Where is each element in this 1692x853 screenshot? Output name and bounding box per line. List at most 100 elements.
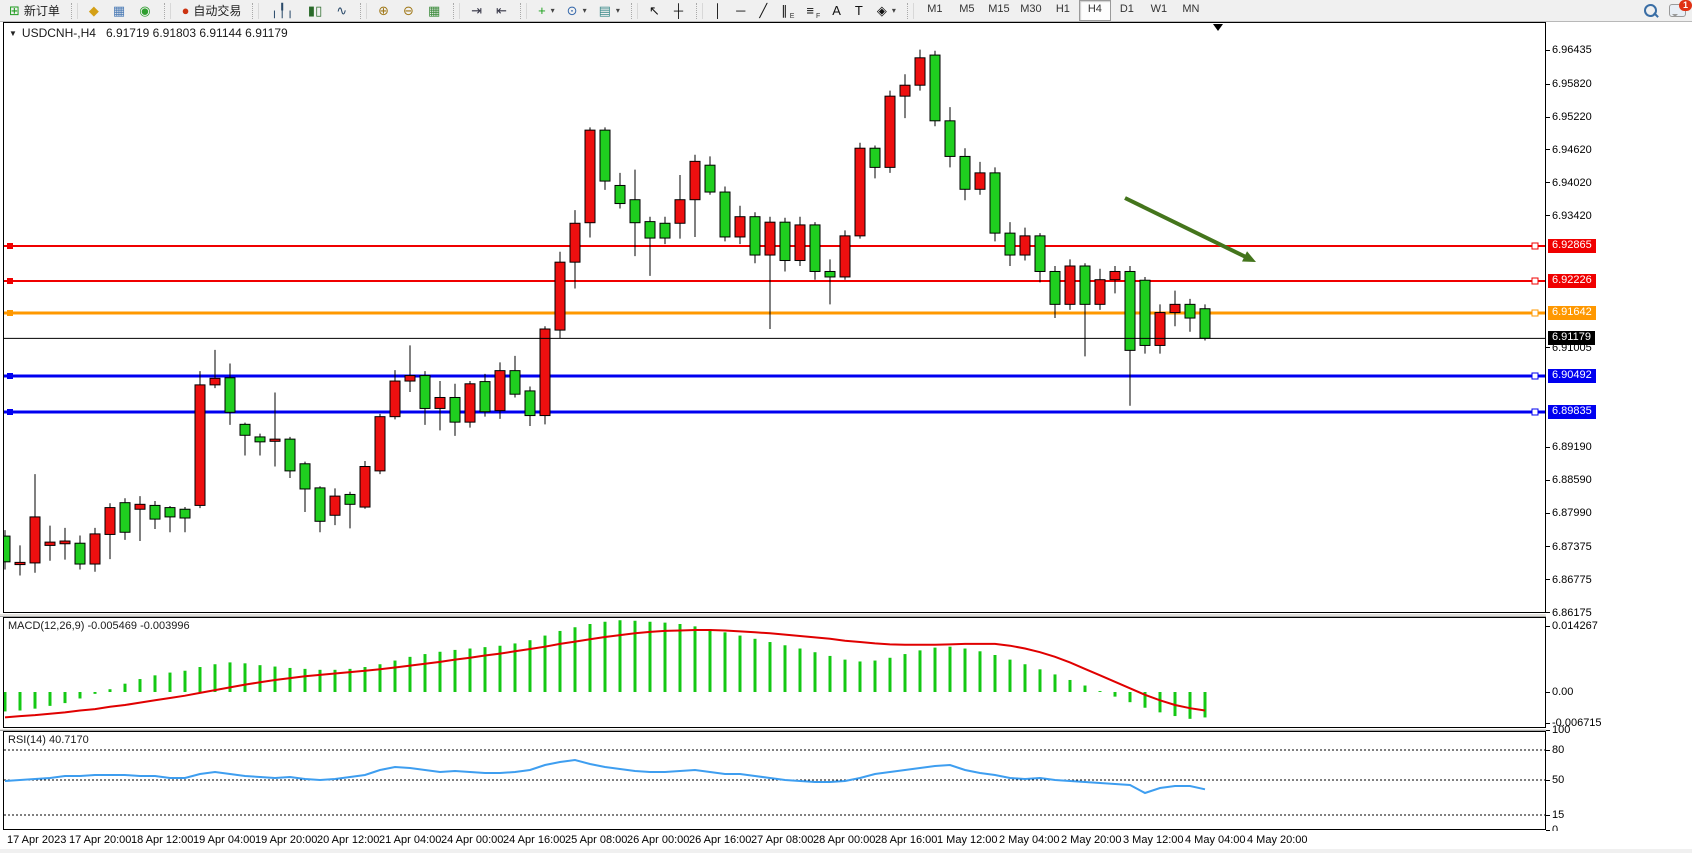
candlestick: [89, 527, 101, 572]
chat-icon[interactable]: 1: [1669, 0, 1692, 17]
candlestick: [1169, 290, 1181, 327]
chart-shift-marker-icon[interactable]: [1213, 24, 1223, 31]
rsi-panel[interactable]: RSI(14) 40.7170: [3, 731, 1546, 830]
candle-body: [1124, 270, 1136, 351]
line-handle[interactable]: [1531, 242, 1539, 250]
arrows-tool-button[interactable]: ◈ ▾: [872, 1, 901, 21]
macd-axis-tick: -0.006715: [1546, 717, 1602, 729]
crosshair-tool-button[interactable]: ┼: [669, 1, 690, 21]
trend-arrow-annotation[interactable]: [1124, 196, 1250, 261]
auto-trading-button[interactable]: ● 自动交易: [177, 1, 247, 21]
candlestick: [1109, 265, 1121, 294]
candle-body: [494, 370, 506, 412]
horizontal-line-tool-button[interactable]: ─: [731, 1, 752, 21]
macd-label: MACD(12,26,9) -0.005469 -0.003996: [8, 620, 190, 632]
zoom-in-button[interactable]: ⊕: [373, 1, 396, 21]
periods-dropdown-icon[interactable]: ▾: [582, 6, 587, 15]
line-handle[interactable]: [7, 409, 13, 416]
trendline-tool-button[interactable]: ╱: [754, 1, 774, 21]
time-axis[interactable]: 17 Apr 2023 17 Apr 20:00 18 Apr 12:00 19 Ap…: [3, 831, 1692, 849]
templates-dropdown-icon[interactable]: ▾: [615, 6, 620, 15]
candle-body: [719, 191, 731, 238]
price-tick: 6.94620: [1546, 144, 1592, 156]
vertical-line-tool-button[interactable]: │: [709, 1, 729, 21]
price-badge-6.92865: 6.92865: [1548, 239, 1596, 253]
macd-panel[interactable]: MACD(12,26,9) -0.005469 -0.003996: [3, 617, 1546, 728]
cursor-tool-button[interactable]: ↖: [644, 1, 667, 21]
candlestick-mode-icon: ▮▯: [307, 3, 323, 18]
line-handle[interactable]: [1531, 277, 1539, 285]
chart-shift-button[interactable]: ⇤: [491, 1, 514, 21]
templates-button[interactable]: ▤ ▾: [594, 1, 625, 21]
fibonacci-tool-icon: ≡: [806, 3, 814, 18]
timeframe-m30-button[interactable]: M30: [1020, 3, 1042, 15]
candle-body: [464, 383, 476, 423]
periods-button[interactable]: ⊙ ▾: [562, 1, 592, 21]
signals-button[interactable]: ◉: [134, 1, 157, 21]
timeframe-m5-button[interactable]: M5: [959, 3, 975, 15]
candle-body: [44, 541, 56, 546]
signals-icon: ◉: [139, 3, 151, 18]
chart-symbol-period: USDCNH-,H4: [21, 26, 96, 40]
chart-menu-icon[interactable]: ▼: [9, 28, 17, 38]
candlestick: [779, 217, 791, 272]
main-chart-panel[interactable]: ▼ USDCNH-,H4 6.91719 6.91803 6.91144 6.9…: [3, 22, 1546, 613]
line-handle[interactable]: [7, 243, 13, 249]
arrows-tool-dropdown-icon[interactable]: ▾: [891, 6, 896, 15]
candle-body: [1154, 312, 1166, 346]
search-icon[interactable]: [1644, 4, 1657, 17]
price-tick: 6.86175: [1546, 607, 1592, 619]
auto-trading-label: 自动交易: [193, 4, 242, 18]
candlestick: [839, 230, 851, 280]
fibonacci-tool-button[interactable]: ≡ F: [801, 1, 825, 21]
candle-body: [314, 487, 326, 522]
gold-symbol-button[interactable]: ◆: [84, 1, 106, 21]
line-handle[interactable]: [7, 373, 13, 380]
market-watch-button[interactable]: ▦: [108, 1, 132, 21]
timeframe-d1-button[interactable]: D1: [1119, 3, 1134, 15]
candle-body: [599, 129, 611, 182]
indicators-dropdown-icon[interactable]: ▾: [550, 6, 555, 15]
macd-plot[interactable]: [4, 618, 1545, 727]
chart-title: ▼ USDCNH-,H4 6.91719 6.91803 6.91144 6.9…: [9, 26, 288, 40]
price-badge-6.91642: 6.91642: [1548, 306, 1596, 320]
text-tool-button[interactable]: A: [827, 1, 848, 21]
indicators-button[interactable]: + ▾: [533, 1, 560, 21]
price-axis[interactable]: 6.96435 6.95820 6.95220 6.94620 6.94020 6.934…: [1546, 22, 1692, 849]
timeframe-m1-button[interactable]: M1: [927, 3, 943, 15]
candle-body: [479, 381, 491, 413]
text-label-tool-button[interactable]: T: [850, 1, 870, 21]
toolbar-separator: [630, 2, 638, 19]
line-handle[interactable]: [1531, 309, 1539, 317]
main-chart-plot[interactable]: [4, 23, 1545, 612]
timeframe-h1-button[interactable]: H1: [1055, 3, 1070, 15]
timeframe-mn-button[interactable]: MN: [1182, 3, 1200, 15]
line-chart-mode-button[interactable]: ∿: [331, 1, 354, 21]
rsi-axis-tick: 50: [1546, 774, 1564, 786]
candlestick-mode-button[interactable]: ▮▯: [303, 1, 329, 21]
auto-scroll-button[interactable]: ⇥: [466, 1, 489, 21]
channel-tool-button[interactable]: ∥ E: [776, 1, 799, 21]
candlestick: [434, 381, 446, 431]
tile-windows-button[interactable]: ▦: [423, 1, 447, 21]
rsi-plot[interactable]: [4, 732, 1545, 829]
line-handle[interactable]: [7, 278, 13, 285]
panel-splitter[interactable]: [0, 613, 1692, 617]
candlestick: [419, 371, 431, 425]
candlestick: [509, 355, 521, 398]
candle-body: [449, 396, 461, 423]
candlestick: [344, 491, 356, 529]
line-handle[interactable]: [7, 310, 13, 317]
zoom-out-button[interactable]: ⊖: [398, 1, 421, 21]
macd-axis-tick: 0.00: [1546, 686, 1573, 698]
candle-body: [899, 84, 911, 97]
timeframe-w1-button[interactable]: W1: [1150, 3, 1168, 15]
timeframe-m15-button[interactable]: M15: [988, 3, 1010, 15]
timeframe-h4-button[interactable]: H4: [1078, 0, 1111, 21]
line-handle[interactable]: [1531, 408, 1539, 416]
new-order-button[interactable]: ⊞ 新订单: [4, 1, 65, 21]
panel-splitter[interactable]: [0, 728, 1692, 731]
line-handle[interactable]: [1531, 372, 1539, 380]
bar-chart-mode-button[interactable]: ╷╿╷: [265, 1, 300, 21]
